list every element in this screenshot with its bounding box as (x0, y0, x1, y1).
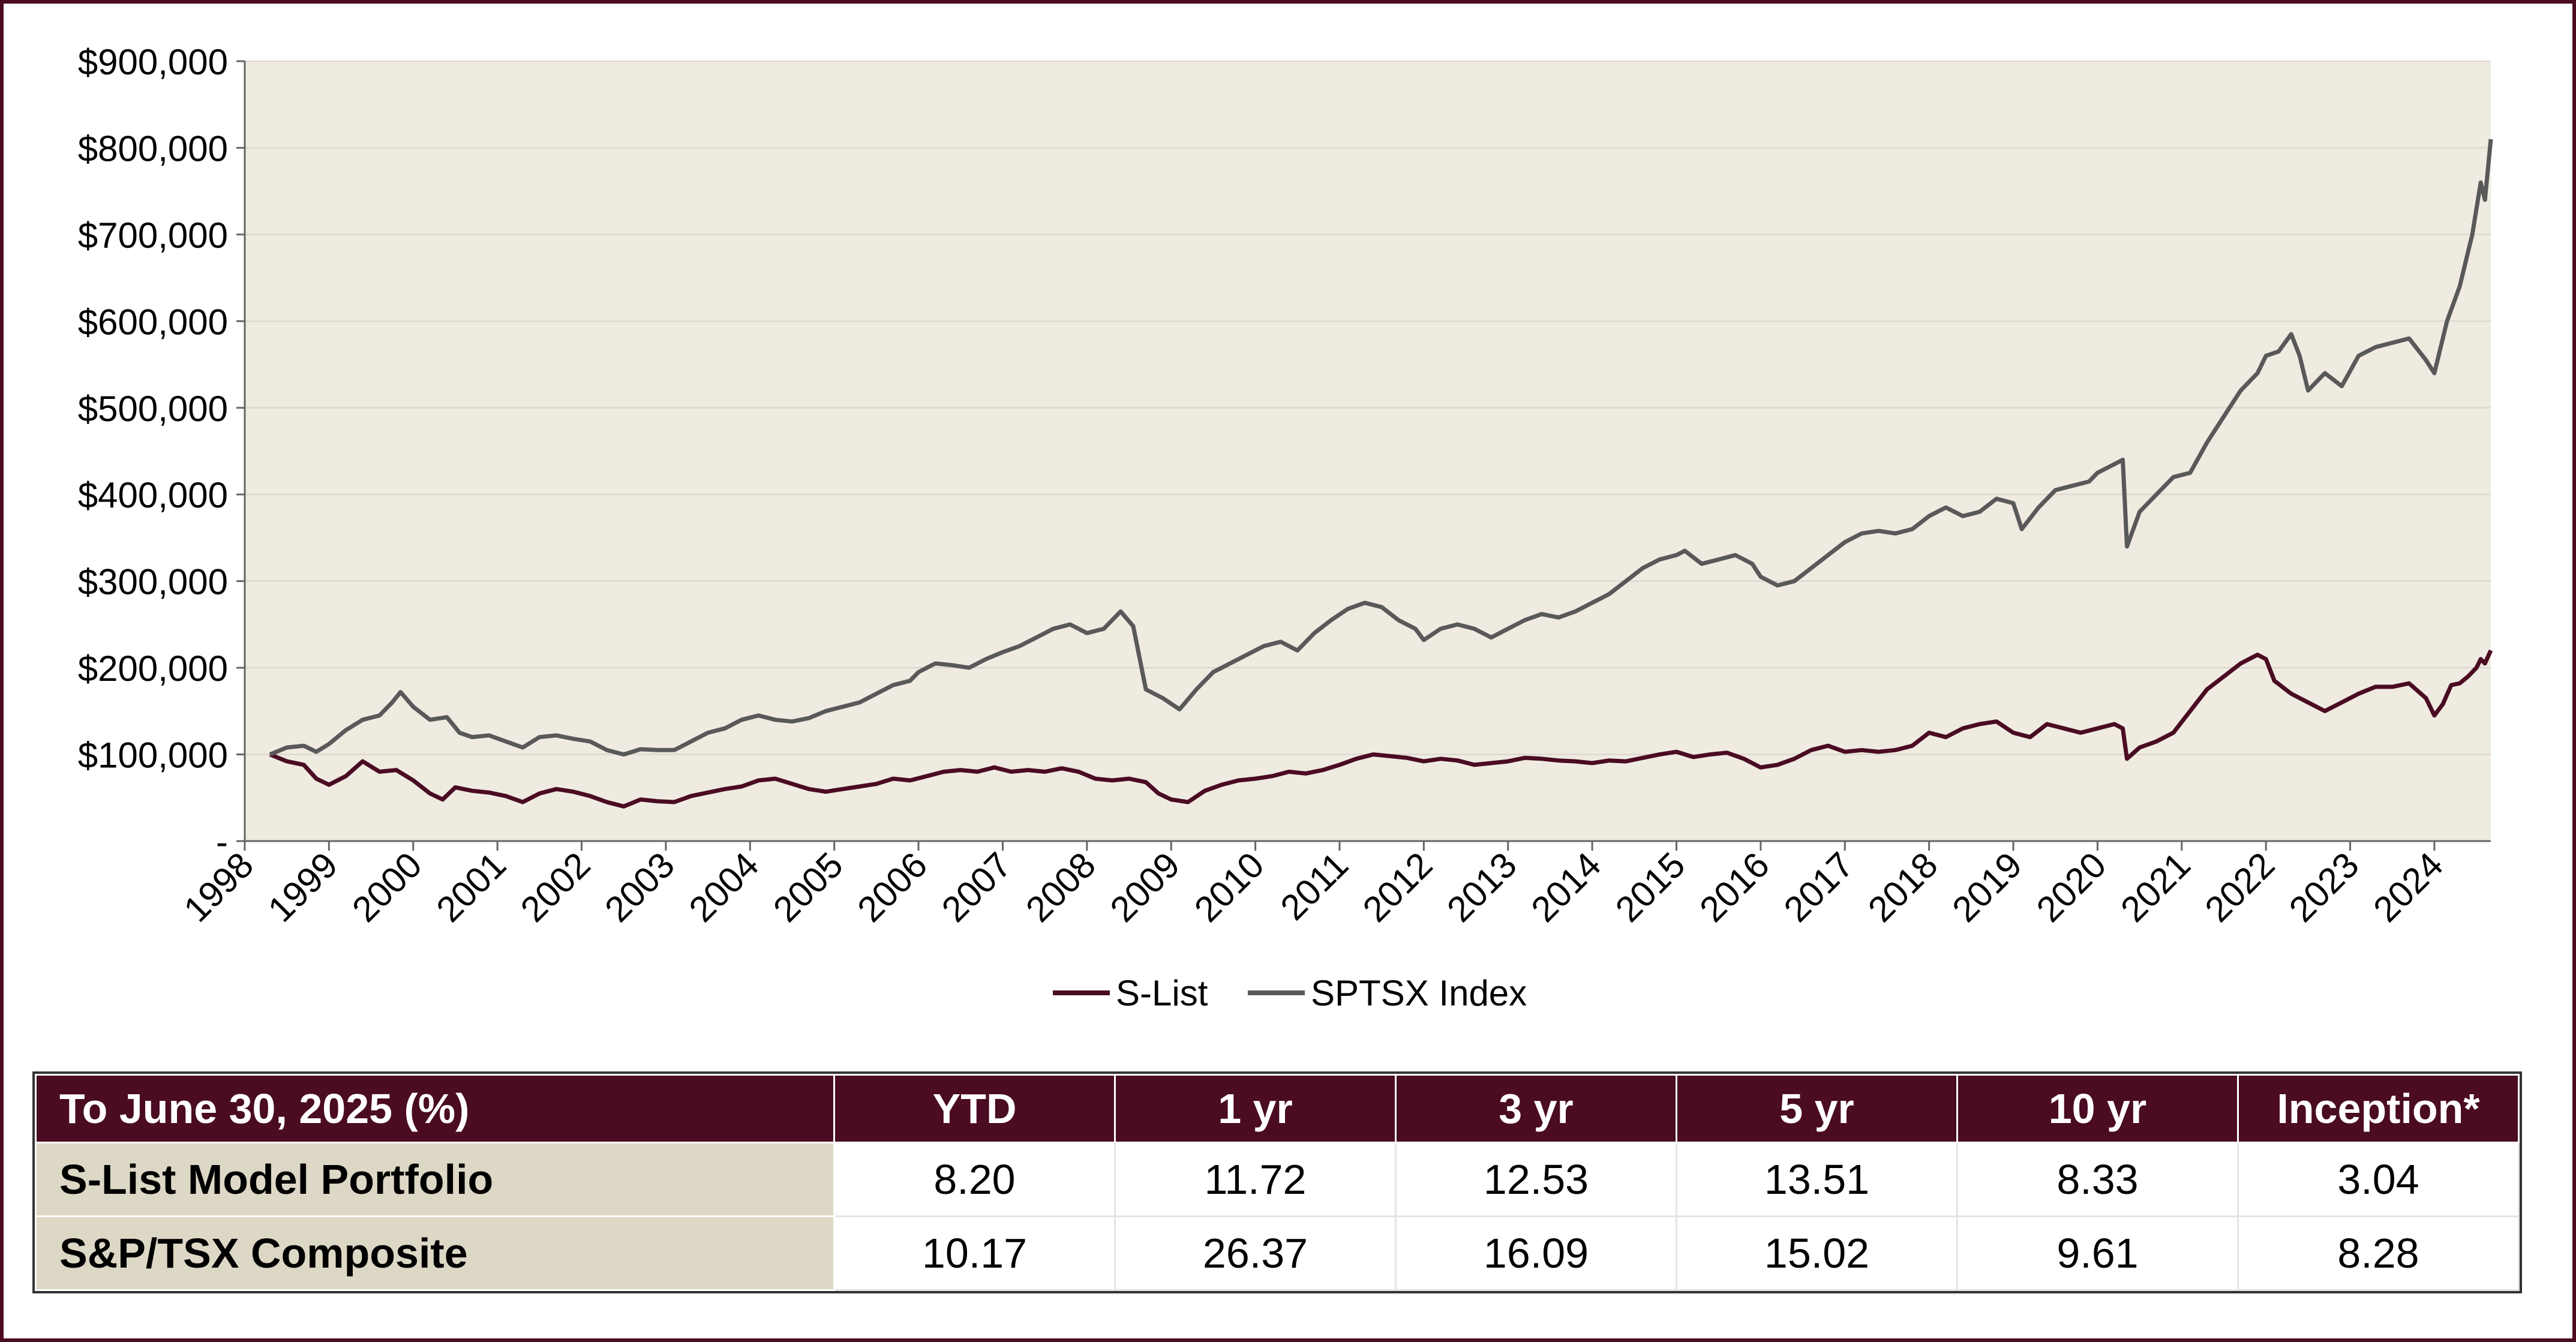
table-row: S-List Model Portfolio 8.20 11.72 12.53 … (35, 1142, 2520, 1217)
x-tick-label: 1999 (260, 845, 346, 930)
x-tick-label: 2000 (344, 845, 430, 930)
y-tick-label: $200,000 (78, 649, 228, 689)
table-header-row: To June 30, 2025 (%) YTD 1 yr 3 yr 5 yr … (35, 1074, 2520, 1143)
table-cell: 15.02 (1676, 1215, 1958, 1291)
x-tick-label: 2020 (2029, 845, 2114, 930)
x-tick-label: 2003 (597, 845, 682, 930)
table-header-ytd: YTD (833, 1074, 1116, 1143)
x-tick-label: 2010 (1187, 845, 1272, 930)
table-cell: 8.20 (833, 1142, 1116, 1217)
y-tick-label: $900,000 (78, 42, 228, 82)
table-header-10yr: 10 yr (1956, 1074, 2239, 1143)
x-tick-label: 2009 (1103, 845, 1188, 930)
x-tick-label: 2019 (1944, 845, 2029, 930)
x-tick-label: 2024 (2365, 845, 2451, 930)
table-cell: 26.37 (1114, 1215, 1397, 1291)
x-tick-label: 2007 (934, 845, 1019, 930)
table-row: S&P/TSX Composite 10.17 26.37 16.09 15.0… (35, 1215, 2520, 1291)
y-tick-label: $400,000 (78, 475, 228, 515)
y-tick-label: - (216, 822, 228, 862)
y-tick-label: $500,000 (78, 389, 228, 429)
table-header-5yr: 5 yr (1676, 1074, 1958, 1143)
x-tick-label: 2021 (2113, 845, 2198, 930)
table-cell: 10.17 (833, 1215, 1116, 1291)
table-header-1yr: 1 yr (1114, 1074, 1397, 1143)
x-tick-label: 2015 (1608, 845, 1693, 930)
table-cell: 9.61 (1956, 1215, 2239, 1291)
x-tick-label: 2001 (429, 845, 514, 930)
table-cell: 8.33 (1956, 1142, 2239, 1217)
table-cell: 8.28 (2237, 1215, 2520, 1291)
chart-legend: S-List SPTSX Index (1053, 973, 1527, 1013)
y-tick-label: $100,000 (78, 735, 228, 776)
x-tick-label: 2008 (1018, 845, 1103, 930)
table-cell: 13.51 (1676, 1142, 1958, 1217)
plot-area (245, 61, 2491, 841)
table-header-period: To June 30, 2025 (%) (35, 1074, 835, 1143)
x-tick-label: 2002 (513, 845, 598, 930)
y-tick-label: $800,000 (78, 128, 228, 169)
x-tick-label: 2012 (1355, 845, 1440, 930)
x-tick-label: 2011 (1273, 845, 1356, 928)
y-tick-label: $700,000 (78, 215, 228, 256)
y-axis-ticks: - $100,000 $200,000 $300,000 $400,000 $500,00… (78, 42, 245, 862)
table-cell: 16.09 (1395, 1215, 1677, 1291)
x-axis-ticks: 1998199920002001200220032004200520062007… (176, 841, 2451, 930)
table-header-3yr: 3 yr (1395, 1074, 1677, 1143)
y-tick-label: $600,000 (78, 302, 228, 342)
x-tick-label: 2006 (849, 845, 935, 930)
legend-label: SPTSX Index (1311, 973, 1527, 1013)
series-line-s-list (269, 649, 2493, 809)
x-tick-label: 2004 (681, 845, 767, 930)
row-label-sptsx: S&P/TSX Composite (35, 1215, 835, 1291)
performance-chart: - $100,000 $200,000 $300,000 $400,000 $500,00… (78, 42, 2493, 1013)
y-tick-label: $300,000 (78, 562, 228, 602)
x-tick-label: 2013 (1439, 845, 1524, 930)
table-cell: 3.04 (2237, 1142, 2520, 1217)
legend-label: S-List (1116, 973, 1208, 1013)
x-tick-label: 2023 (2281, 845, 2367, 930)
x-tick-label: 2016 (1692, 845, 1777, 930)
x-tick-label: 2022 (2197, 845, 2283, 930)
table-cell: 12.53 (1395, 1142, 1677, 1217)
x-tick-label: 2017 (1776, 845, 1862, 930)
table-cell: 11.72 (1114, 1142, 1397, 1217)
x-tick-label: 2005 (765, 845, 851, 930)
series-lines (269, 139, 2493, 809)
performance-table: To June 30, 2025 (%) YTD 1 yr 3 yr 5 yr … (32, 1071, 2522, 1293)
series-line-sptsx (269, 139, 2493, 757)
table-header-inception: Inception* (2237, 1074, 2520, 1143)
x-tick-label: 2018 (1860, 845, 1945, 930)
row-label-s-list: S-List Model Portfolio (35, 1142, 835, 1217)
gridlines (245, 61, 2491, 755)
x-tick-label: 2014 (1524, 845, 1609, 930)
